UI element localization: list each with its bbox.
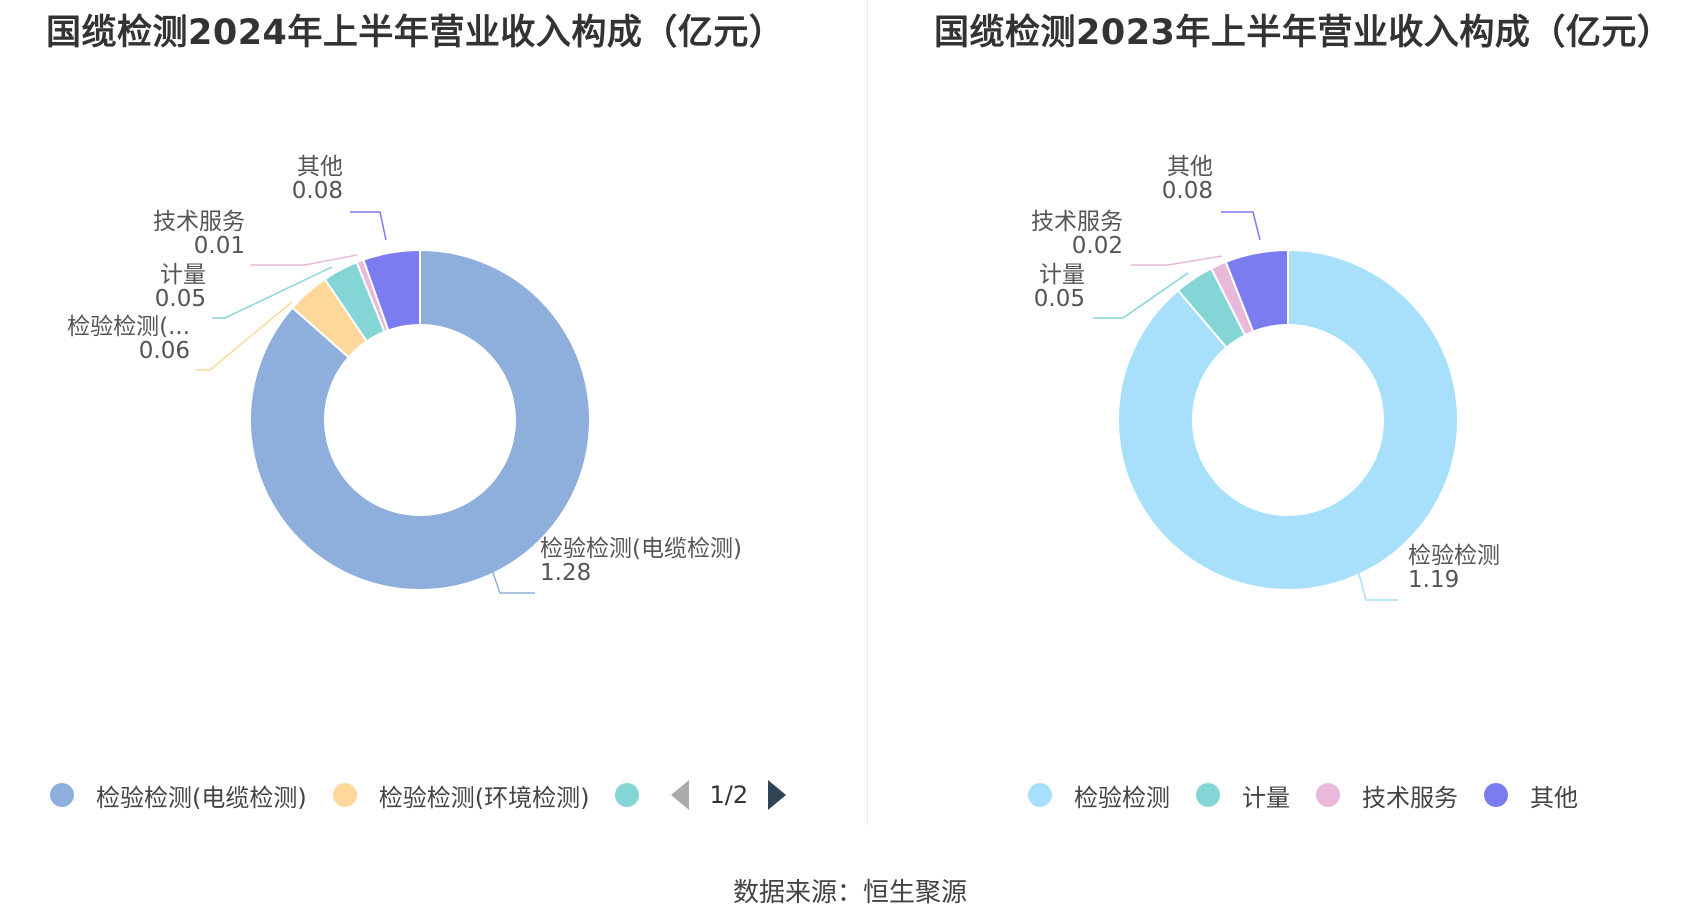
slice-label-value-5: 0.08 — [292, 178, 343, 204]
slice-label-value-1: 1.28 — [540, 560, 591, 586]
pie-slice-5[interactable] — [362, 248, 421, 332]
legend-item-metering[interactable] — [615, 783, 657, 807]
label-leader-line-1 — [491, 569, 535, 594]
legend-dot-environment-testing — [332, 783, 357, 807]
legend-label-environment-testing: 检验检测(环境检测) — [378, 783, 590, 812]
chart-title-2024: 国缆检测2024年上半年营业收入构成（亿元） — [46, 13, 785, 53]
label-leader-line-1 — [1357, 569, 1398, 601]
slice-label-name-2: 检验检测(... — [67, 314, 190, 340]
chart-panel-2023: 国缆检测2023年上半年营业收入构成（亿元） 检验检测 1.19 计量 0.05 技术服… — [868, 0, 1700, 830]
chart-title-2023: 国缆检测2023年上半年营业收入构成（亿元） — [934, 13, 1673, 53]
legend-item-tech-service[interactable]: 技术服务 — [1316, 778, 1458, 813]
legend-label-metering-2023: 计量 — [1242, 783, 1290, 812]
slice-label-value-4: 0.01 — [194, 233, 245, 259]
slice-label-name-3: 技术服务 — [1031, 209, 1123, 235]
legend-2024: 检验检测(电缆检测) 检验检测(环境检测) 1/2 — [50, 775, 787, 815]
slice-label-name-5: 其他 — [297, 154, 343, 180]
panel-divider — [867, 0, 868, 825]
chart-panel-2024: 国缆检测2024年上半年营业收入构成（亿元） 检验检测(电缆检测) 1.28 检验检… — [0, 0, 850, 830]
pie-slice-1[interactable] — [249, 248, 591, 591]
slice-label-value-3: 0.02 — [1072, 233, 1123, 259]
label-leader-line-3 — [1131, 255, 1223, 266]
label-leader-line-4 — [1221, 211, 1261, 241]
label-leader-line-5 — [350, 211, 387, 241]
legend-label-cable-testing: 检验检测(电缆检测) — [96, 783, 307, 812]
slice-label-name-1: 检验检测 — [1408, 543, 1500, 569]
legend-dot-tech-service — [1316, 783, 1340, 807]
slice-label-name-3: 计量 — [160, 262, 206, 288]
label-leader-line-3 — [212, 266, 333, 319]
slice-label-value-1: 1.19 — [1408, 567, 1459, 593]
legend-item-testing[interactable]: 检验检测 — [1028, 778, 1170, 813]
slice-label-value-2: 0.06 — [139, 338, 190, 364]
legend-item-metering-2023[interactable]: 计量 — [1196, 778, 1290, 813]
pie-slice-1[interactable] — [1117, 248, 1459, 591]
legend-item-cable-testing[interactable]: 检验检测(电缆检测) — [50, 778, 307, 813]
donut-chart-2024: 检验检测(电缆检测)1.28 检验检测(...0.06 计量0.05 技术服务0.01… — [67, 154, 742, 594]
data-source-note: 数据来源：恒生聚源 — [732, 878, 967, 908]
legend-pager: 1/2 — [671, 780, 787, 810]
label-leader-line-2 — [1093, 272, 1189, 319]
legend-label-testing: 检验检测 — [1074, 783, 1170, 812]
slice-label-name-4: 其他 — [1167, 154, 1213, 180]
legend-label-other: 其他 — [1530, 783, 1578, 812]
pie-slice-4[interactable] — [1224, 248, 1289, 333]
slice-label-value-3: 0.05 — [155, 286, 206, 312]
legend-dot-metering-2023 — [1196, 783, 1220, 807]
legend-label-tech-service: 技术服务 — [1362, 783, 1458, 812]
label-leader-line-4 — [250, 254, 358, 266]
legend-item-other[interactable]: 其他 — [1484, 778, 1578, 813]
legend-dot-cable-testing — [50, 783, 74, 807]
pager-next-arrow-icon[interactable] — [768, 780, 787, 810]
pager-page-indicator: 1/2 — [709, 781, 749, 809]
slice-label-name-4: 技术服务 — [153, 209, 245, 235]
legend-dot-other — [1484, 783, 1508, 807]
label-leader-line-2 — [196, 301, 293, 371]
slice-label-value-2: 0.05 — [1034, 286, 1085, 312]
legend-item-environment-testing[interactable]: 检验检测(环境检测) — [332, 778, 590, 813]
legend-2023: 检验检测 计量 技术服务 其他 — [1028, 775, 1604, 815]
slice-label-name-2: 计量 — [1039, 262, 1085, 288]
pager-prev-arrow-icon[interactable] — [671, 780, 690, 810]
slice-label-name-1: 检验检测(电缆检测) — [540, 536, 742, 562]
legend-dot-metering — [615, 783, 640, 807]
slice-label-value-4: 0.08 — [1162, 178, 1213, 204]
legend-dot-testing — [1028, 783, 1052, 807]
